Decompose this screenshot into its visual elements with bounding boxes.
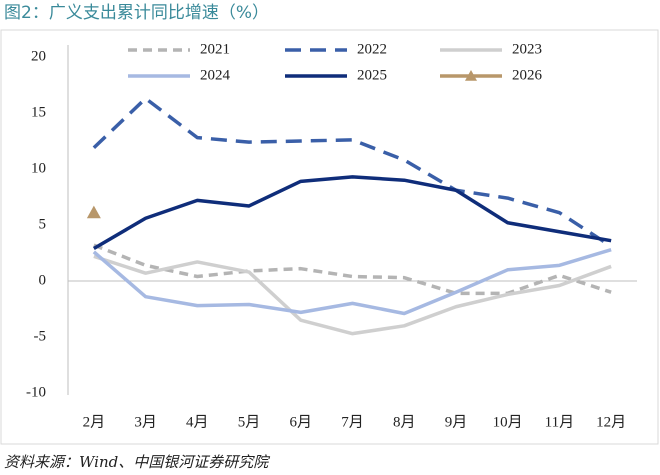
legend-label: 2026 [512, 67, 543, 83]
y-tick-label: 20 [31, 48, 46, 64]
legend-label: 2021 [200, 41, 230, 57]
legend-marker [465, 70, 477, 81]
series-line [93, 254, 612, 336]
legend-label: 2023 [512, 41, 542, 57]
x-tick-label: 12月 [596, 414, 626, 430]
legend-label: 2022 [357, 41, 387, 57]
legend-label: 2025 [357, 67, 387, 83]
x-tick-label: 4月 [186, 414, 209, 430]
x-tick-label: 9月 [445, 414, 468, 430]
point-marker [86, 205, 101, 219]
x-tick-label: 7月 [341, 414, 364, 430]
y-tick-label: 0 [39, 272, 47, 288]
series-line [93, 243, 612, 296]
x-tick-label: 8月 [393, 414, 416, 430]
series-line [92, 247, 612, 316]
series-line [92, 96, 613, 248]
y-tick-label: -10 [26, 384, 46, 400]
y-tick-label: 5 [39, 216, 47, 232]
legend-label: 2024 [200, 67, 231, 83]
chart-title: 图2：广义支出累计同比增速（%） [4, 3, 269, 23]
x-tick-label: 3月 [134, 414, 157, 430]
x-tick-label: 6月 [290, 414, 313, 430]
x-tick-label: 2月 [83, 414, 106, 430]
x-tick-label: 11月 [545, 414, 574, 430]
x-tick-label: 5月 [238, 414, 261, 430]
chart-frame [0, 29, 659, 445]
x-tick-label: 10月 [493, 414, 523, 430]
source-note: 资料来源：Wind、中国银河证券研究院 [4, 453, 270, 471]
y-tick-label: 10 [31, 160, 46, 176]
y-tick-label: 15 [31, 104, 46, 120]
series-line [92, 175, 612, 251]
y-tick-label: -5 [34, 328, 47, 344]
